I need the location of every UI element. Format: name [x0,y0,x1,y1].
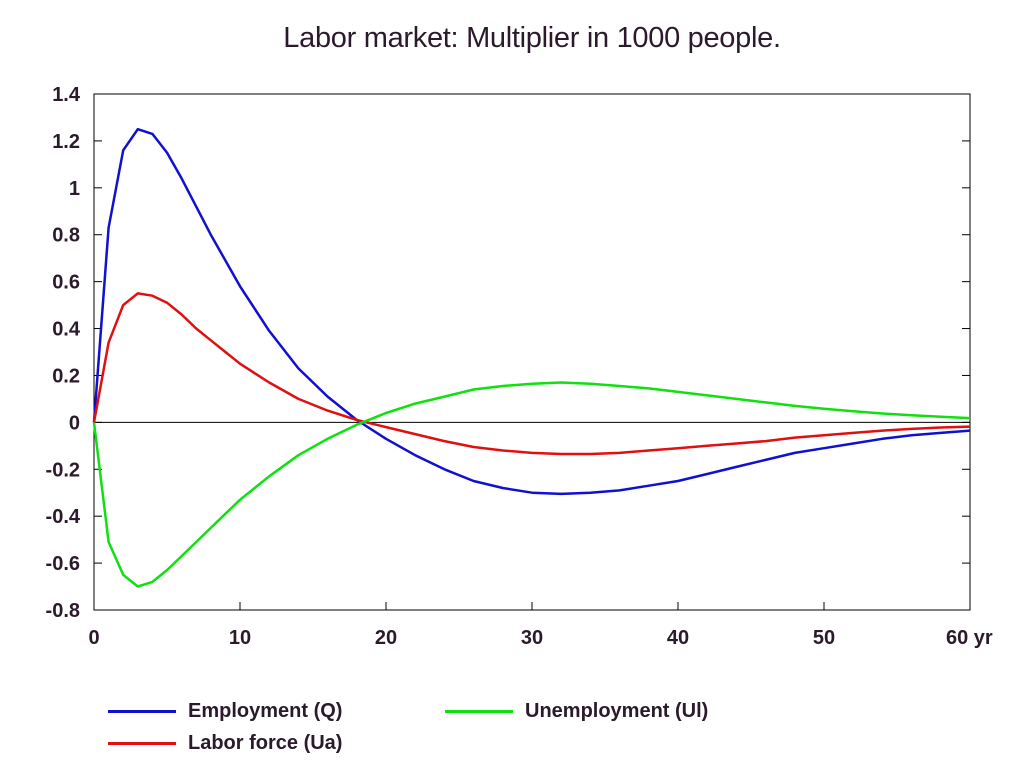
chart-title: Labor market: Multiplier in 1000 people. [283,22,781,54]
y-tick-label: 1.4 [52,84,81,106]
legend-item-labor-force: Labor force (Ua) [108,732,342,755]
y-tick-label: 0.2 [52,365,80,387]
legend-item-unemployment: Unemployment (Ul) [445,700,708,723]
legend-label-labor-force: Labor force (Ua) [188,732,343,754]
legend-item-employment: Employment (Q) [108,700,342,723]
x-tick-label: 20 [375,627,397,649]
x-tick-label: 0 [88,627,99,649]
y-tick-label: 0 [69,412,80,434]
y-tick-label: 0.8 [52,225,80,247]
y-tick-label: -0.6 [46,553,80,575]
legend-swatch-labor-force [108,742,176,745]
y-tick-label: 0.4 [52,319,81,341]
axis-tick-labels: -0.8 -0.6 -0.4 -0.2 0 0.2 0.4 0.6 0.8 1 1.2 1.4 0 10 2… [46,84,993,649]
y-tick-label: -0.8 [46,600,80,622]
x-tick-label: 40 [667,627,689,649]
series-lines [92,127,971,588]
legend-swatch-unemployment [445,710,513,713]
series-line-employment-q [92,127,971,496]
legend-swatch-employment [108,710,176,713]
y-tick-label: -0.2 [46,459,80,481]
y-tick-label: 1 [69,178,80,200]
x-tick-label: 60 yr [946,627,993,649]
series-line-unemployment-ul [92,381,971,588]
x-tick-label: 50 [813,627,835,649]
legend-label-unemployment: Unemployment (Ul) [525,700,709,722]
series-line-labor-force-ua [92,292,971,456]
y-tick-label: -0.4 [46,506,81,528]
legend-label-employment: Employment (Q) [188,700,343,722]
y-tick-label: 0.6 [52,272,80,294]
y-tick-label: 1.2 [52,131,80,153]
x-tick-label: 10 [229,627,251,649]
x-tick-label: 30 [521,627,543,649]
